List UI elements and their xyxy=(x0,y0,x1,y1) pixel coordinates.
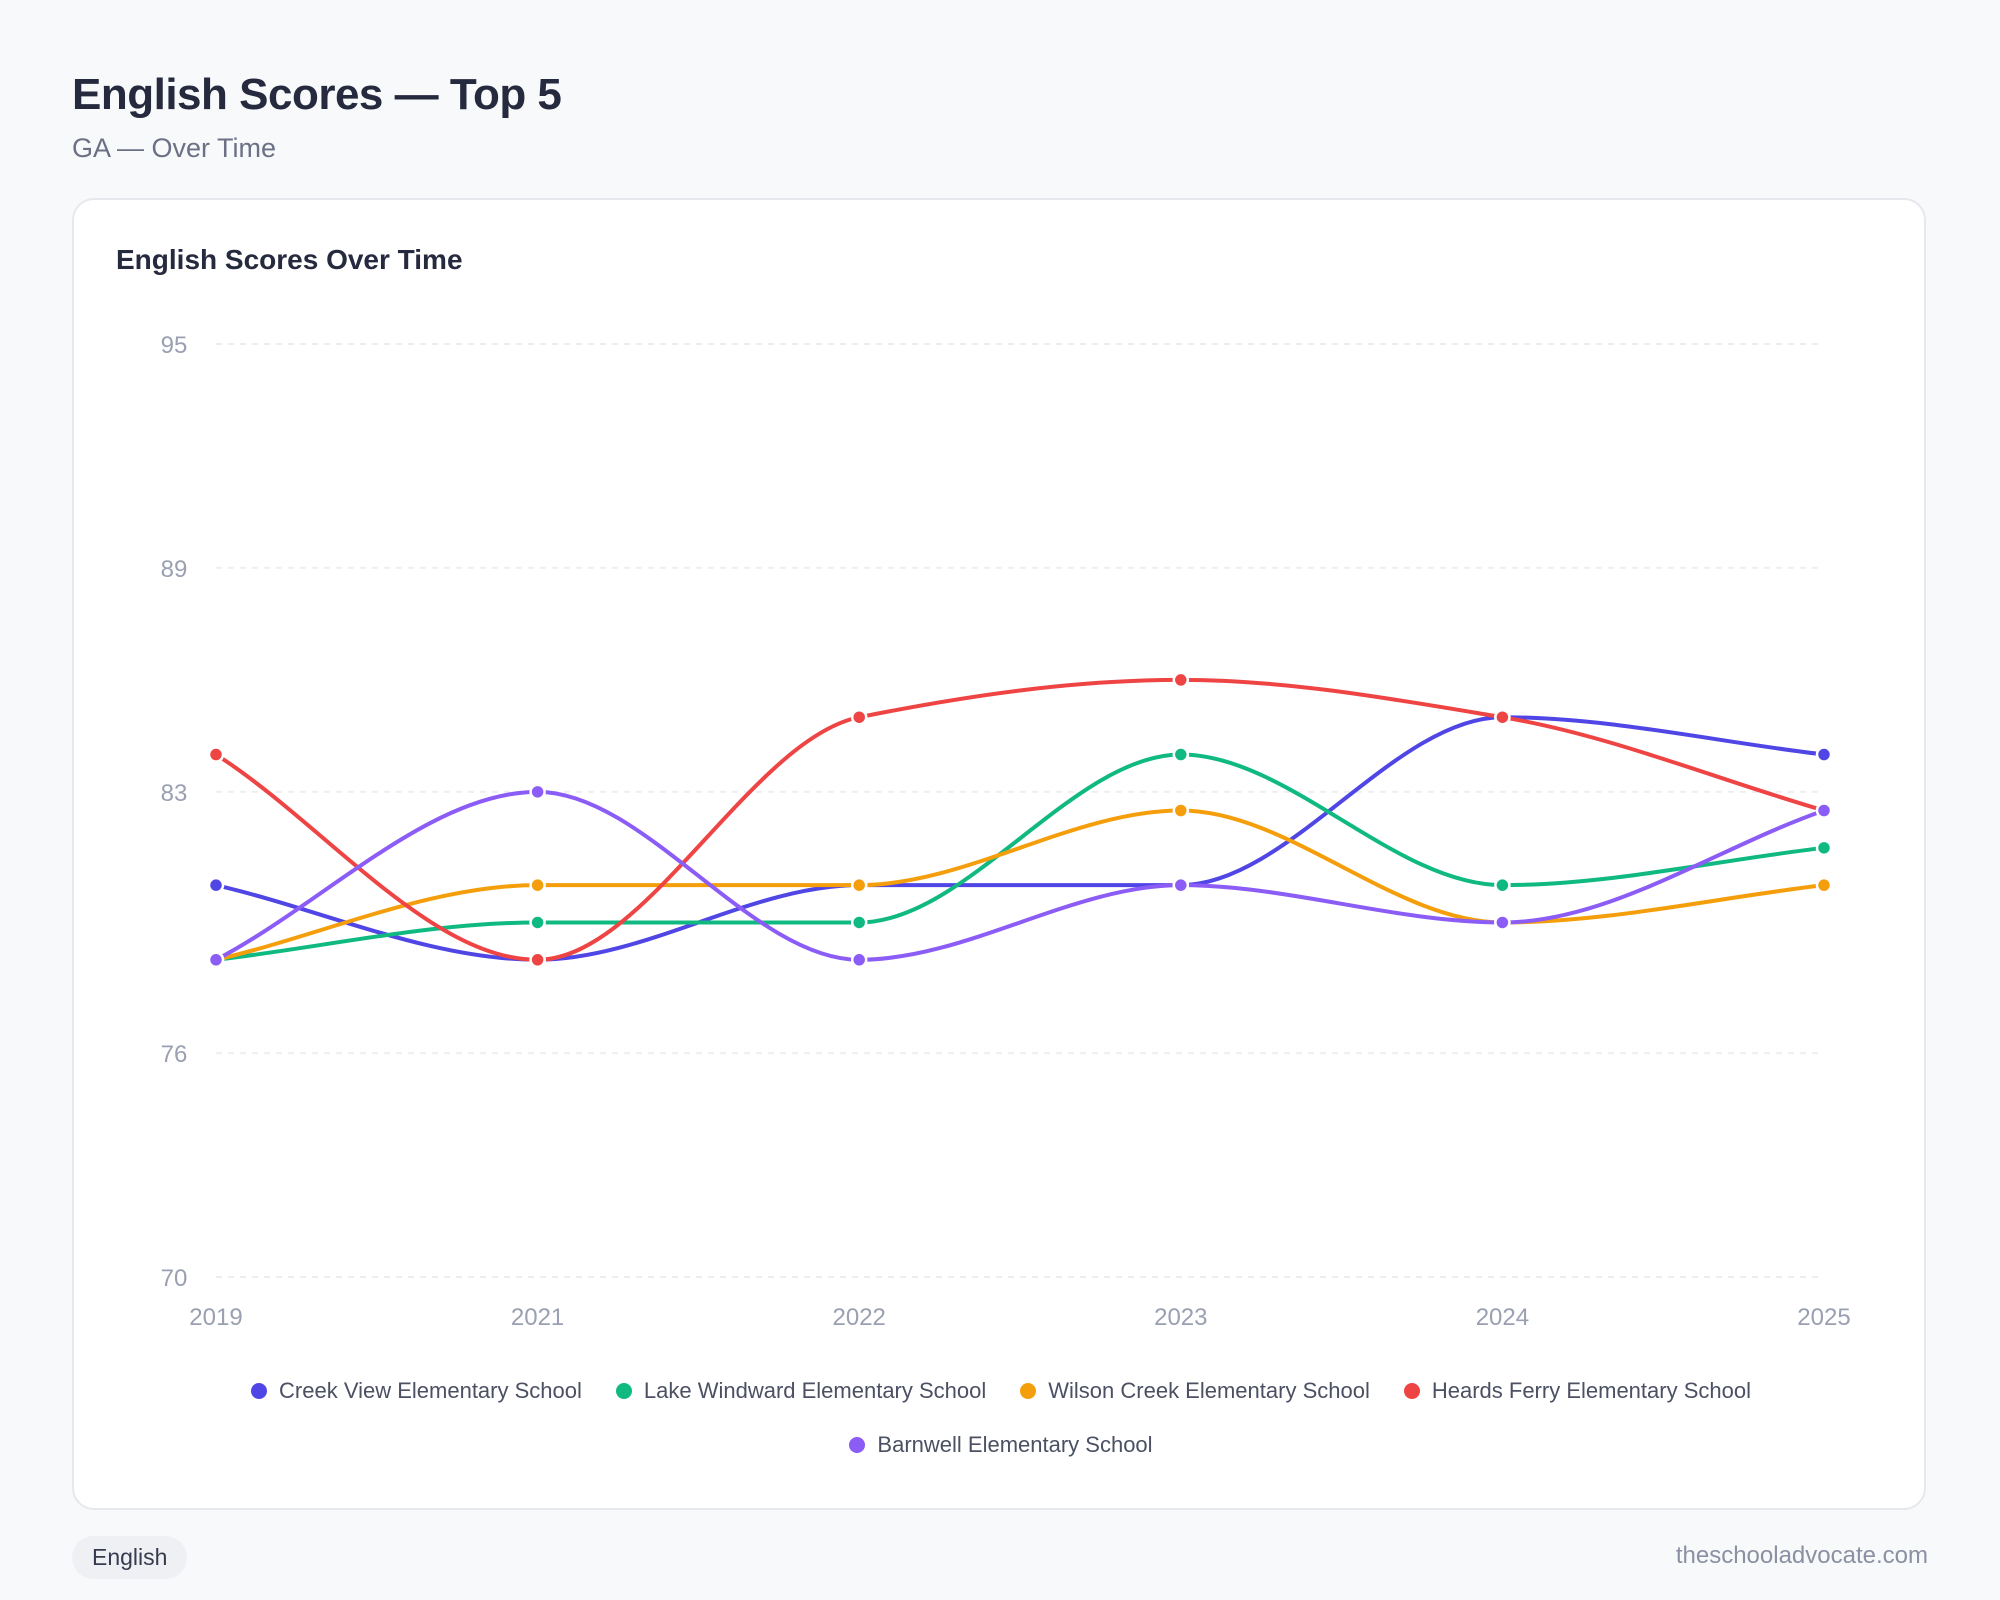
data-point-lake-windward-elementary-school xyxy=(529,914,546,931)
series-line-barnwell-elementary-school xyxy=(214,789,1826,962)
legend-dot-icon xyxy=(1403,1383,1420,1399)
data-point-heards-ferry-elementary-school xyxy=(1494,708,1511,726)
data-point-wilson-creek-elementary-school xyxy=(1172,802,1190,819)
data-point-heards-ferry-elementary-school xyxy=(207,746,225,763)
chart-card: English Scores Over Time 95 89 83 76 70 2019 2… xyxy=(72,198,1926,1510)
y-tick-label: 70 xyxy=(161,1265,188,1292)
data-point-barnwell-elementary-school xyxy=(850,951,868,969)
x-tick-label: 2022 xyxy=(833,1304,886,1331)
legend-item[interactable]: Barnwell Elementary School xyxy=(849,1432,1153,1458)
data-point-barnwell-elementary-school xyxy=(207,951,225,969)
series-line-heards-ferry-elementary-school xyxy=(214,677,1826,962)
legend-label: Heards Ferry Elementary School xyxy=(1431,1378,1751,1403)
data-point-wilson-creek-elementary-school xyxy=(1815,876,1833,894)
legend-item[interactable]: Heards Ferry Elementary School xyxy=(1403,1378,1751,1404)
x-tick-label: 2023 xyxy=(1154,1304,1207,1331)
page-subtitle: GA — Over Time xyxy=(72,133,277,163)
legend-label: Lake Windward Elementary School xyxy=(643,1378,987,1403)
data-point-barnwell-elementary-school xyxy=(529,783,546,801)
y-tick-label: 89 xyxy=(161,556,188,583)
series-line-creek-view-elementary-school xyxy=(214,715,1826,962)
data-point-creek-view-elementary-school xyxy=(207,876,225,894)
data-point-wilson-creek-elementary-school xyxy=(850,876,868,894)
chart-title: English Scores Over Time xyxy=(116,244,463,275)
data-point-creek-view-elementary-school xyxy=(1815,746,1833,763)
legend-dot-icon xyxy=(1020,1383,1037,1399)
x-tick-label: 2019 xyxy=(189,1304,242,1331)
x-tick-label: 2025 xyxy=(1797,1304,1850,1331)
data-point-barnwell-elementary-school xyxy=(1172,876,1190,894)
chart-legend: Creek View Elementary School Lake Windwar… xyxy=(74,1378,1928,1458)
legend-label: Barnwell Elementary School xyxy=(877,1432,1153,1457)
legend-item[interactable]: Lake Windward Elementary School xyxy=(615,1378,987,1404)
data-point-barnwell-elementary-school xyxy=(1815,802,1833,819)
data-point-lake-windward-elementary-school xyxy=(1172,746,1190,763)
data-point-lake-windward-elementary-school xyxy=(850,914,868,931)
data-point-heards-ferry-elementary-school xyxy=(1172,671,1190,689)
series-line-lake-windward-elementary-school xyxy=(214,752,1826,962)
legend-label: Creek View Elementary School xyxy=(279,1378,582,1403)
subject-chip[interactable]: English xyxy=(72,1536,188,1579)
legend-item[interactable]: Wilson Creek Elementary School xyxy=(1020,1378,1370,1404)
legend-dot-icon xyxy=(849,1437,866,1453)
data-point-barnwell-elementary-school xyxy=(1494,914,1511,931)
data-point-lake-windward-elementary-school xyxy=(1815,839,1833,857)
x-tick-label: 2024 xyxy=(1476,1304,1529,1331)
data-point-lake-windward-elementary-school xyxy=(1494,876,1511,894)
y-tick-label: 83 xyxy=(161,780,188,807)
x-tick-label: 2021 xyxy=(511,1304,564,1331)
page-title: English Scores — Top 5 xyxy=(72,70,562,119)
legend-label: Wilson Creek Elementary School xyxy=(1048,1378,1370,1403)
legend-dot-icon xyxy=(615,1383,632,1399)
legend-item[interactable]: Creek View Elementary School xyxy=(251,1378,582,1404)
y-tick-label: 76 xyxy=(161,1041,188,1068)
site-credit[interactable]: theschooladvocate.com xyxy=(1675,1542,1928,1569)
legend-dot-icon xyxy=(251,1383,268,1399)
y-tick-label: 95 xyxy=(161,332,188,359)
series-line-wilson-creek-elementary-school xyxy=(214,808,1826,962)
data-point-heards-ferry-elementary-school xyxy=(850,708,868,726)
data-point-heards-ferry-elementary-school xyxy=(529,951,546,969)
data-point-wilson-creek-elementary-school xyxy=(529,876,546,894)
